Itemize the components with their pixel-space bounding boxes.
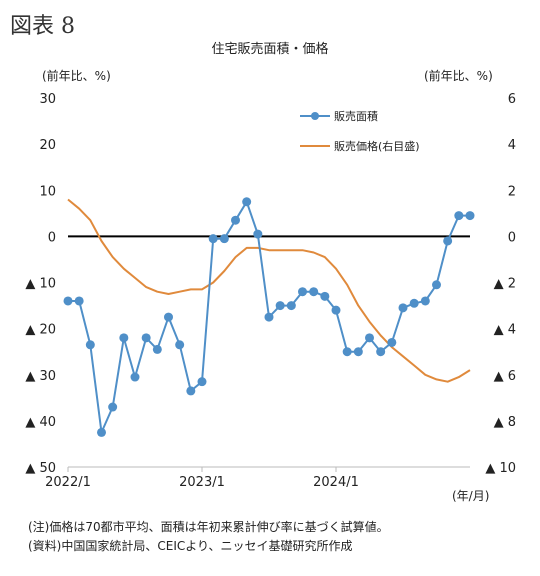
legend-label-area: 販売面積 [334,109,378,123]
legend: 販売面積 販売価格(右目盛) [300,109,420,153]
left-tick-label: ▲ 40 [25,415,56,430]
data-point-area [164,312,173,322]
left-tick-label: ▲ 20 [25,323,56,338]
chart-title: 住宅販売面積・価格 [211,41,328,57]
series-layer [63,197,475,437]
data-point-area [465,211,475,221]
data-point-area [264,312,274,322]
right-tick-label: 2 [508,184,516,199]
left-tick-label: 10 [39,184,56,199]
x-axis-unit-label: (年/月) [452,489,489,503]
data-point-area [309,287,319,297]
right-axis-label: (前年比、%) [424,68,493,83]
x-tick-label: 2022/1 [45,475,91,490]
legend-label-price: 販売価格(右目盛) [334,139,420,153]
data-point-area [331,305,341,315]
data-point-area [320,291,330,301]
left-axis-ticks: 30 20 10 0 ▲ 10 ▲ 20 ▲ 30 ▲ 40 ▲ 50 [25,92,56,476]
right-tick-label: ▲ 6 [494,369,516,384]
data-point-area [85,340,95,350]
data-point-area [97,427,106,437]
x-tick-label: 2023/1 [179,475,225,490]
data-point-area [443,236,453,246]
left-tick-label: ▲ 30 [25,369,56,384]
legend-marker-area [311,112,319,120]
data-point-area [409,298,419,308]
data-point-area [108,402,118,412]
data-point-area [353,347,363,357]
data-point-area [376,347,386,357]
figure-label: 図表 8 [10,14,75,39]
left-axis-label: (前年比、%) [42,68,111,83]
data-point-area [175,340,185,350]
right-tick-label: 4 [508,138,516,153]
data-point-area [197,377,207,387]
data-point-area [286,301,296,311]
right-tick-label: ▲ 10 [485,461,516,476]
data-point-area [342,347,352,357]
data-point-area [119,333,129,343]
data-point-area [398,303,408,313]
left-tick-label: 0 [48,230,56,245]
data-point-area [74,296,84,306]
data-point-area [432,280,441,290]
data-point-area [130,372,140,382]
right-tick-label: 6 [508,92,516,107]
data-point-area [365,333,374,343]
right-tick-label: ▲ 8 [494,415,516,430]
data-point-area [275,301,285,311]
data-point-area [298,287,307,297]
data-point-area [152,344,162,354]
left-tick-label: ▲ 10 [25,277,56,292]
left-tick-label: ▲ 50 [25,461,56,476]
data-point-area [208,234,218,244]
right-axis-ticks: 6 4 2 0 ▲ 2 ▲ 4 ▲ 6 ▲ 8 ▲ 10 [485,92,516,476]
data-point-area [231,215,240,225]
left-tick-label: 30 [39,92,56,107]
right-tick-label: 0 [508,230,516,245]
data-point-area [253,229,263,239]
data-point-area [141,333,151,343]
x-tick-label: 2024/1 [313,475,359,490]
data-point-area [186,386,196,396]
left-tick-label: 20 [39,138,56,153]
data-point-area [63,296,73,306]
data-point-area [454,211,464,221]
right-tick-label: ▲ 2 [494,277,516,292]
right-tick-label: ▲ 4 [494,323,516,338]
data-point-area [219,234,229,244]
data-point-area [242,197,252,207]
series-line-price [67,198,471,383]
data-point-area [420,296,430,306]
x-axis-ticks: 2022/1 2023/1 2024/1 [45,467,359,490]
data-point-area [387,337,397,347]
note-line: (注)価格は70都市平均、面積は年初来累計伸び率に基づく試算値。 [28,520,389,534]
source-line: (資料)中国国家統計局、CEICより、ニッセイ基礎研究所作成 [28,539,353,553]
